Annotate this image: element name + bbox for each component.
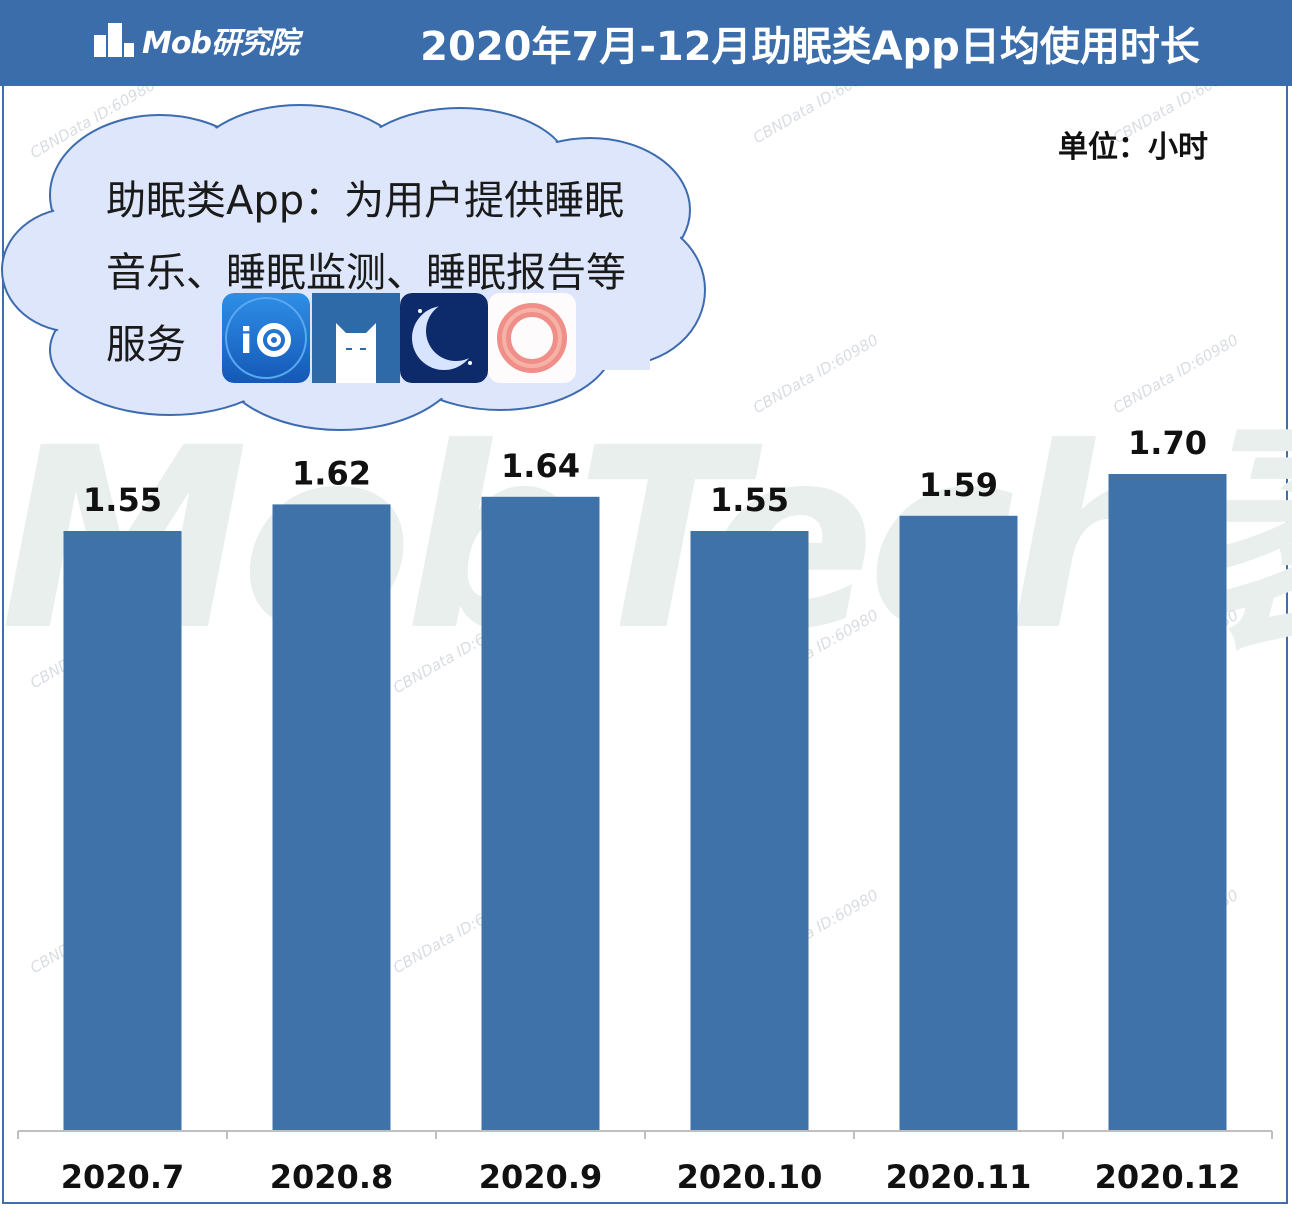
bar-2020.8 <box>272 504 391 1131</box>
building-logo-icon <box>94 23 134 57</box>
moon-sleep-app-icon <box>400 293 488 383</box>
bar-2020.12 <box>1108 474 1227 1131</box>
data-label: 1.70 <box>1128 424 1207 462</box>
callout-line-2: 音乐、睡眠监测、睡眠报告等 <box>106 250 626 296</box>
data-label: 1.64 <box>501 447 580 485</box>
cat-sleep-app-icon <box>312 293 400 383</box>
bar-2020.10 <box>690 531 809 1131</box>
x-tick-label: 2020.9 <box>479 1158 602 1196</box>
ring-sleep-app-icon <box>488 293 576 383</box>
svg-text:i: i <box>240 321 252 362</box>
x-tick-label: 2020.12 <box>1095 1158 1241 1196</box>
x-tick-label: 2020.10 <box>677 1158 823 1196</box>
bar-2020.9 <box>481 496 600 1131</box>
data-label: 1.55 <box>83 481 162 519</box>
logo-text: Mob研究院 <box>142 26 299 61</box>
chart-title: 2020年7月-12月助眠类App日均使用时长 <box>420 24 1200 70</box>
callout-line-1: 助眠类App：为用户提供睡眠 <box>106 178 625 224</box>
header-bar: Mob研究院 2020年7月-12月助眠类App日均使用时长 <box>0 0 1292 86</box>
x-tick-label: 2020.7 <box>61 1158 184 1196</box>
callout-line-3: 服务 <box>106 322 186 368</box>
unit-label: 单位：小时 <box>1058 130 1208 165</box>
data-label: 1.62 <box>292 454 371 492</box>
watermark-brand: MobTech袤博 <box>0 420 1292 660</box>
snail-sleep-app-icon: i <box>222 293 310 383</box>
logo: Mob研究院 <box>92 16 299 64</box>
bar-2020.11 <box>899 515 1018 1131</box>
x-tick-label: 2020.8 <box>270 1158 393 1196</box>
data-label: 1.55 <box>710 481 789 519</box>
data-label: 1.59 <box>919 466 998 504</box>
bar-2020.7 <box>63 531 182 1131</box>
x-tick-label: 2020.11 <box>886 1158 1032 1196</box>
